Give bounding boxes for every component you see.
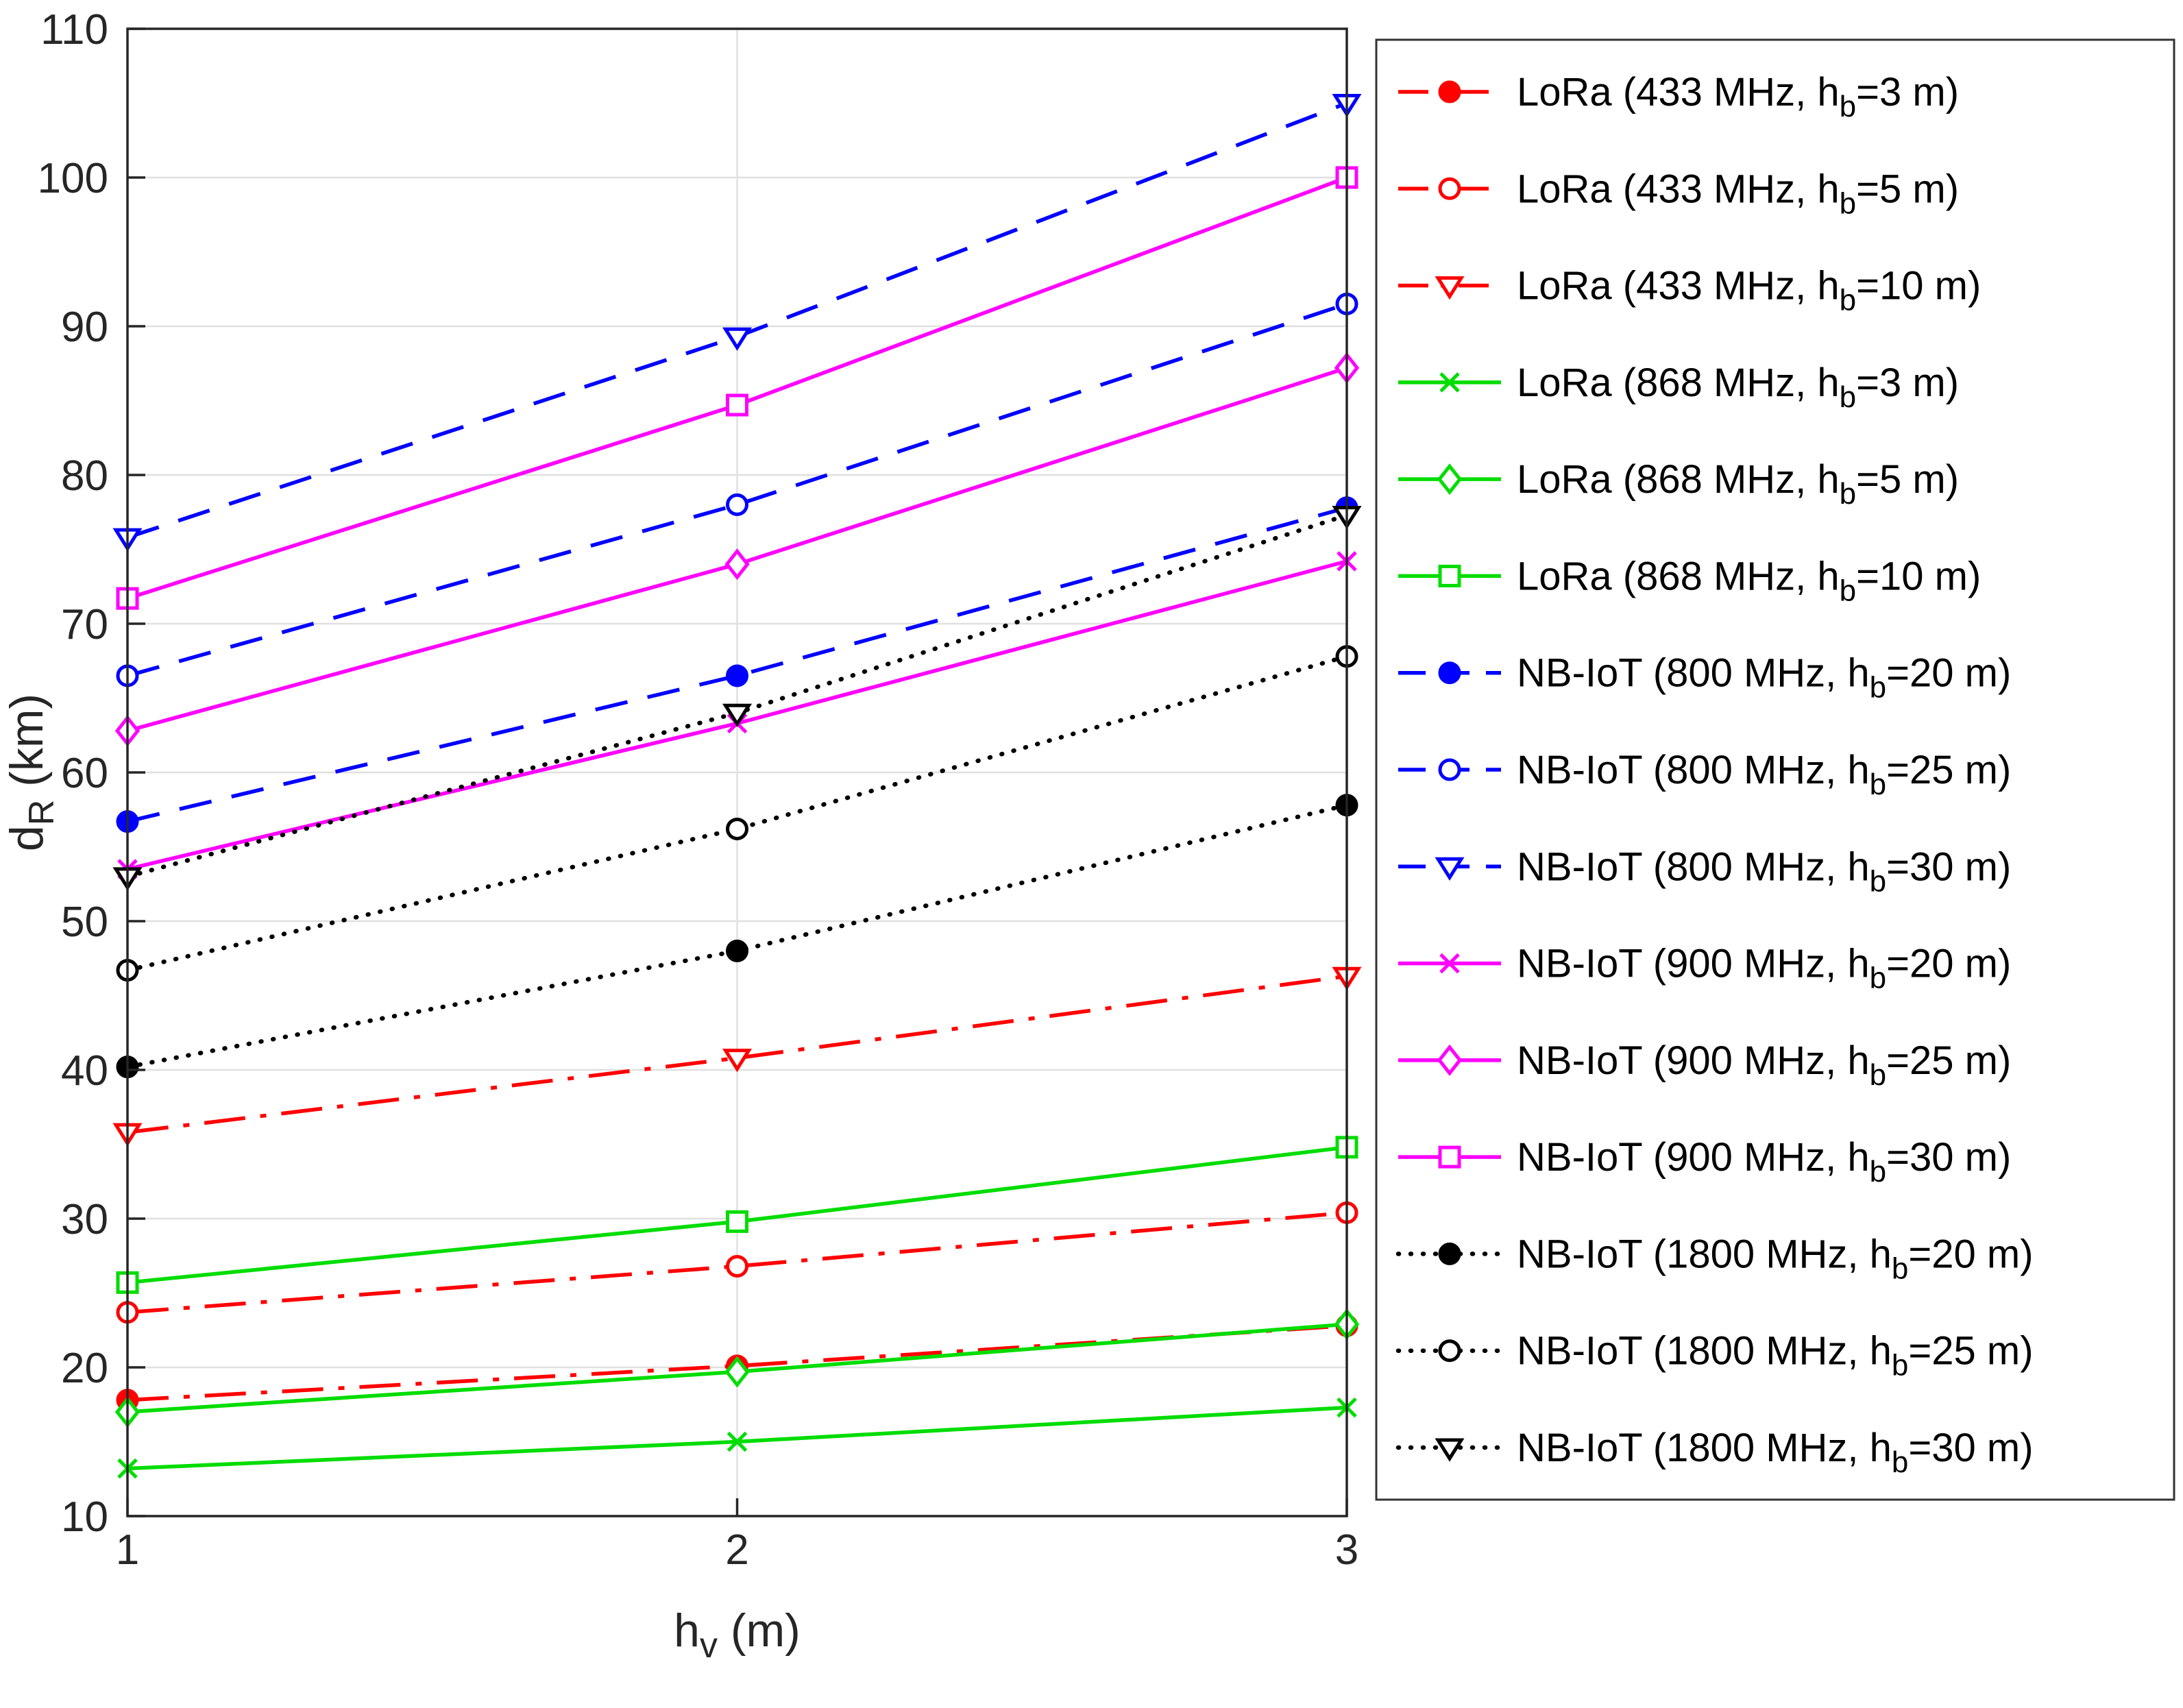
ticks: 1 2 3 10 20 30 40 50 60 70 80 90 100 110 <box>38 6 1359 1574</box>
marker-triangle-down <box>722 1049 753 1073</box>
marker-circle-open <box>726 493 748 516</box>
legend-label: NB-IoT (800 MHz, hb=25 m) <box>1517 748 2011 801</box>
legend-item: NB-IoT (900 MHz, hb=30 m) <box>1398 1135 2011 1188</box>
marker-triangle-down <box>1435 1438 1465 1462</box>
marker-x <box>727 1431 748 1452</box>
legend-label: NB-IoT (800 MHz, hb=30 m) <box>1517 844 2011 898</box>
marker-circle-filled <box>1438 1242 1461 1265</box>
legend-item: LoRa (868 MHz, hb=5 m) <box>1398 457 1959 511</box>
legend-item: NB-IoT (1800 MHz, hb=20 m) <box>1395 1232 2034 1285</box>
legend-label: LoRa (868 MHz, hb=10 m) <box>1517 554 1981 607</box>
legend-label: NB-IoT (1800 MHz, hb=25 m) <box>1517 1329 2034 1382</box>
legend-label: NB-IoT (900 MHz, hb=20 m) <box>1517 942 2011 995</box>
marker-circle-open <box>726 1254 748 1278</box>
marker-circle-filled <box>1438 661 1461 685</box>
marker-diamond-open <box>1437 1044 1463 1076</box>
series-1 <box>116 1201 1358 1324</box>
x-axis-label: hv (m) <box>674 1605 801 1666</box>
legend-label: LoRa (868 MHz, hb=3 m) <box>1517 361 1959 414</box>
legend-item: NB-IoT (1800 MHz, hb=30 m) <box>1395 1426 2034 1479</box>
marker-square-open <box>1438 1145 1461 1169</box>
y-tick-label: 70 <box>61 601 108 648</box>
marker-circle-filled <box>726 939 748 962</box>
legend-item: NB-IoT (1800 MHz, hb=25 m) <box>1395 1329 2034 1382</box>
x-tick-label: 1 <box>116 1526 139 1574</box>
legend-label: LoRa (433 MHz, hb=5 m) <box>1517 167 1959 220</box>
legend-label: LoRa (868 MHz, hb=5 m) <box>1517 457 1959 511</box>
legend-item: NB-IoT (800 MHz, hb=20 m) <box>1398 651 2011 705</box>
legend-box <box>1375 38 2175 1501</box>
marker-triangle-down <box>722 703 753 727</box>
marker-circle-open <box>1438 1339 1461 1363</box>
legend-label: NB-IoT (900 MHz, hb=25 m) <box>1517 1038 2011 1092</box>
marker-circle-open <box>726 817 748 840</box>
marker-square-open <box>1438 564 1461 587</box>
y-tick-label: 80 <box>61 452 108 500</box>
marker-x <box>1439 953 1460 974</box>
series-line <box>125 803 1350 1069</box>
marker-triangle-down <box>1435 276 1465 300</box>
legend: LoRa (433 MHz, hb=3 m) LoRa (433 MHz, hb=… <box>1375 38 2175 1501</box>
legend-item: LoRa (433 MHz, hb=10 m) <box>1398 264 1981 317</box>
legend-label: LoRa (433 MHz, hb=3 m) <box>1517 70 1959 123</box>
x-tick-label: 3 <box>1335 1526 1358 1574</box>
legend-item: NB-IoT (800 MHz, hb=25 m) <box>1398 748 2011 801</box>
x-tick-label: 2 <box>725 1526 748 1574</box>
y-tick-label: 110 <box>40 6 108 53</box>
y-tick-label: 30 <box>61 1196 108 1243</box>
series-line <box>125 654 1350 973</box>
legend-label: NB-IoT (1800 MHz, hb=30 m) <box>1517 1426 2034 1479</box>
marker-diamond-open <box>1437 463 1463 496</box>
y-axis-label: dR (km) <box>1 694 62 851</box>
y-tick-label: 20 <box>61 1345 108 1392</box>
legend-item: NB-IoT (900 MHz, hb=25 m) <box>1398 1038 2011 1092</box>
legend-label: LoRa (433 MHz, hb=10 m) <box>1517 264 1981 317</box>
y-tick-label: 10 <box>61 1493 108 1541</box>
marker-circle-open <box>1438 177 1461 200</box>
marker-circle-open <box>1438 758 1461 781</box>
legend-label: NB-IoT (900 MHz, hb=30 m) <box>1517 1135 2011 1188</box>
legend-item: NB-IoT (900 MHz, hb=20 m) <box>1398 942 2011 995</box>
legend-label: NB-IoT (1800 MHz, hb=20 m) <box>1517 1232 2034 1285</box>
marker-square-open <box>726 1210 748 1233</box>
legend-item: LoRa (868 MHz, hb=3 m) <box>1398 361 1959 414</box>
legend-item: LoRa (868 MHz, hb=10 m) <box>1398 554 1981 607</box>
marker-circle-filled <box>1438 80 1461 103</box>
marker-triangle-down <box>1435 857 1465 881</box>
series-line <box>127 974 1347 1134</box>
y-tick-label: 100 <box>38 155 108 202</box>
legend-item: NB-IoT (800 MHz, hb=30 m) <box>1398 844 2011 898</box>
marker-triangle-down <box>722 327 753 351</box>
marker-x <box>1439 372 1460 393</box>
legend-label: NB-IoT (800 MHz, hb=20 m) <box>1517 651 2011 705</box>
y-tick-label: 40 <box>61 1047 108 1095</box>
series-line <box>127 506 1347 824</box>
marker-circle-filled <box>726 664 748 687</box>
y-tick-label: 60 <box>61 750 108 797</box>
y-tick-label: 50 <box>61 899 108 946</box>
marker-diamond-open <box>724 1356 750 1388</box>
marker-square-open <box>726 393 748 417</box>
marker-diamond-open <box>724 548 750 581</box>
legend-item: LoRa (433 MHz, hb=3 m) <box>1398 70 1959 123</box>
series-line <box>127 1210 1347 1315</box>
legend-item: LoRa (433 MHz, hb=5 m) <box>1398 167 1959 220</box>
y-tick-label: 90 <box>61 304 108 351</box>
